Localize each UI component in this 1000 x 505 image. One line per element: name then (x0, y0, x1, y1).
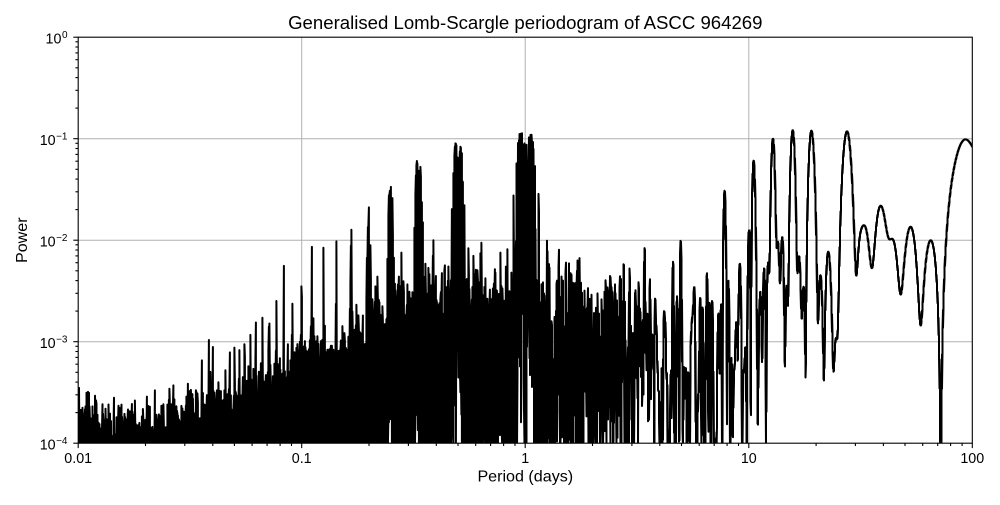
svg-text:Power: Power (13, 217, 31, 263)
svg-text:1: 1 (521, 451, 529, 467)
svg-text:0.1: 0.1 (292, 451, 312, 467)
svg-text:0.01: 0.01 (64, 451, 92, 467)
svg-text:100: 100 (960, 451, 984, 467)
svg-text:Generalised Lomb-Scargle perio: Generalised Lomb-Scargle periodogram of … (288, 12, 762, 33)
svg-text:10: 10 (741, 451, 757, 467)
svg-text:Period (days): Period (days) (477, 468, 573, 486)
